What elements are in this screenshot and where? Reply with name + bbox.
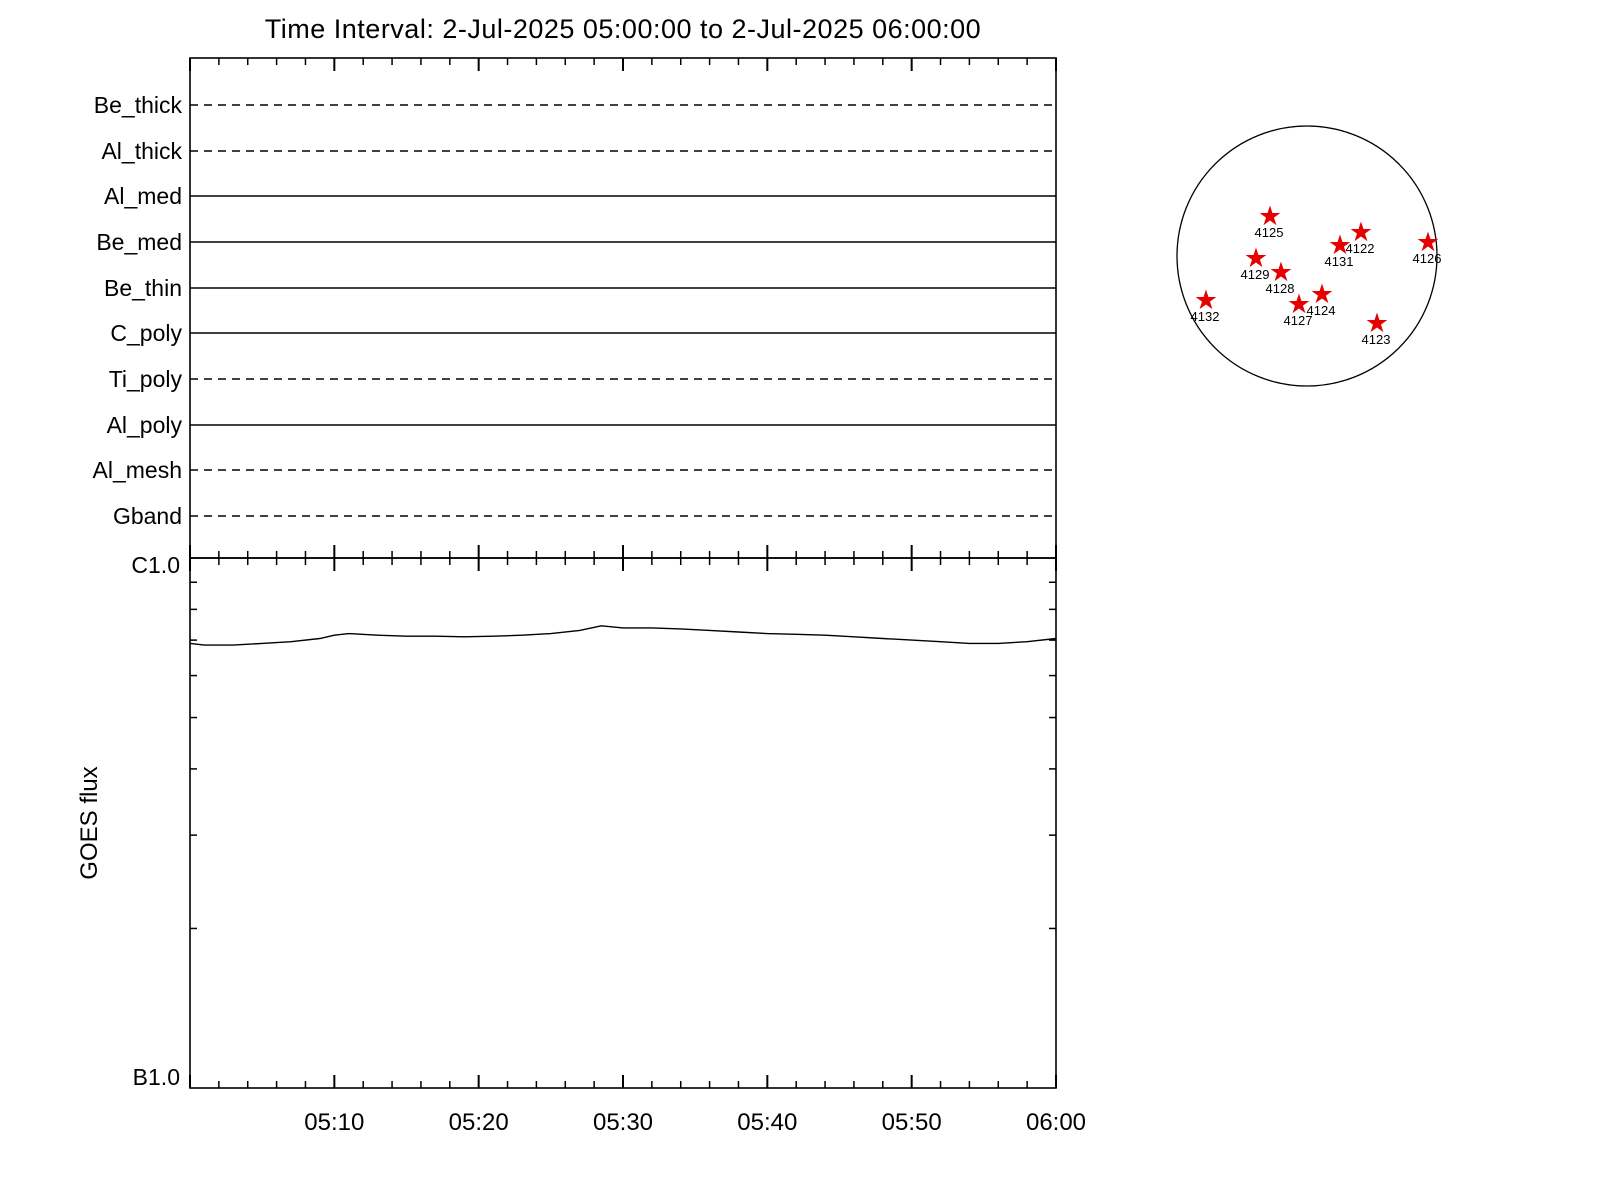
filter-label-Al_med: Al_med bbox=[104, 183, 182, 209]
active-region-label-4125: 4125 bbox=[1255, 225, 1284, 240]
active-region-label-4122: 4122 bbox=[1346, 241, 1375, 256]
filter-label-Be_med: Be_med bbox=[96, 229, 182, 255]
active-region-label-4124: 4124 bbox=[1307, 303, 1336, 318]
x-tick-label: 05:10 bbox=[304, 1109, 364, 1136]
x-tick-label: 05:50 bbox=[882, 1109, 942, 1136]
goes-panel-border bbox=[189, 557, 1057, 1089]
active-region-star-4132: ★ bbox=[1194, 285, 1218, 315]
active-region-star-4128: ★ bbox=[1269, 257, 1293, 287]
chart-title: Time Interval: 2-Jul-2025 05:00:00 to 2-… bbox=[264, 14, 982, 44]
filter-label-C_poly: C_poly bbox=[110, 320, 182, 346]
filter-label-Be_thin: Be_thin bbox=[104, 275, 182, 301]
filter-label-Al_thick: Al_thick bbox=[101, 138, 182, 164]
active-region-star-4126: ★ bbox=[1416, 227, 1440, 257]
goes-flux-axis-title: GOES flux bbox=[76, 766, 103, 879]
filter-label-Be_thick: Be_thick bbox=[94, 92, 183, 118]
active-region-star-4129: ★ bbox=[1244, 243, 1268, 273]
active-region-star-4125: ★ bbox=[1258, 201, 1282, 231]
active-region-label-4128: 4128 bbox=[1266, 281, 1295, 296]
filter-label-Al_mesh: Al_mesh bbox=[93, 457, 182, 483]
filter-label-Al_poly: Al_poly bbox=[107, 412, 183, 438]
active-region-label-4126: 4126 bbox=[1413, 251, 1442, 266]
active-region-star-4123: ★ bbox=[1365, 308, 1389, 338]
filter-panel-border bbox=[189, 57, 1057, 559]
x-tick-label: 06:00 bbox=[1026, 1109, 1086, 1136]
x-tick-label: 05:20 bbox=[449, 1109, 509, 1136]
solar-disk-outline bbox=[1176, 125, 1438, 387]
goes-flux-curve bbox=[189, 625, 1057, 646]
x-tick-label: 05:40 bbox=[737, 1109, 797, 1136]
active-region-label-4123: 4123 bbox=[1362, 332, 1391, 347]
x-tick-label: 05:30 bbox=[593, 1109, 653, 1136]
active-region-star-4122: ★ bbox=[1349, 217, 1373, 247]
active-region-label-4129: 4129 bbox=[1241, 267, 1270, 282]
active-region-label-4127: 4127 bbox=[1284, 313, 1313, 328]
active-region-star-4127: ★ bbox=[1287, 289, 1311, 319]
active-region-label-4132: 4132 bbox=[1191, 309, 1220, 324]
filter-label-Gband: Gband bbox=[113, 503, 182, 529]
filter-label-Ti_poly: Ti_poly bbox=[109, 366, 183, 392]
active-region-star-4124: ★ bbox=[1310, 279, 1334, 309]
y-label-top: C1.0 bbox=[131, 552, 180, 578]
y-label-bottom: B1.0 bbox=[133, 1064, 180, 1090]
active-region-star-4131: ★ bbox=[1328, 230, 1352, 260]
active-region-label-4131: 4131 bbox=[1325, 254, 1354, 269]
